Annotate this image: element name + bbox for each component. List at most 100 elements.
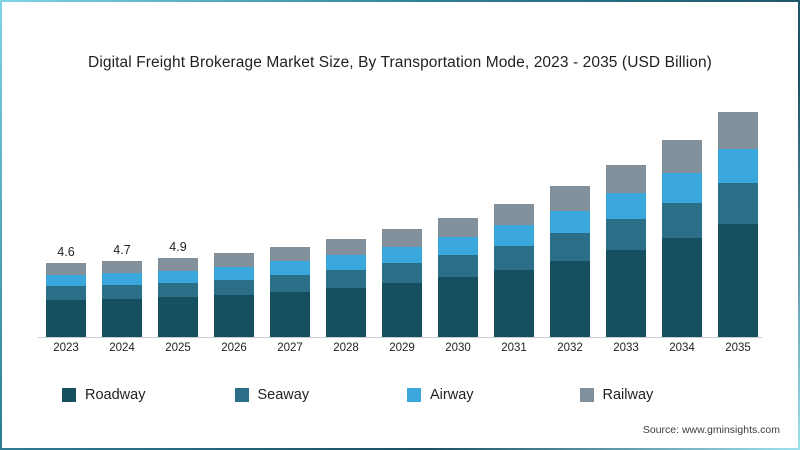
bar-segment[interactable] — [214, 252, 254, 267]
legend-item-roadway[interactable]: Roadway — [62, 387, 235, 403]
bar-segment[interactable] — [718, 149, 758, 184]
x-axis-tick: 2028 — [333, 342, 359, 354]
bar-stack[interactable] — [438, 218, 478, 337]
x-axis-line — [38, 337, 762, 338]
bar-segment[interactable] — [662, 172, 702, 203]
bar-segment[interactable] — [382, 263, 422, 283]
bar-column[interactable]: 4.7 — [94, 94, 150, 337]
legend-item-railway[interactable]: Railway — [579, 387, 753, 403]
x-axis-tick: 2032 — [557, 342, 583, 354]
bar-segment[interactable] — [662, 238, 702, 337]
legend-label: Airway — [430, 387, 474, 403]
bar-segment[interactable] — [158, 282, 198, 298]
bar-segment[interactable] — [550, 210, 590, 234]
bar-segment[interactable] — [550, 233, 590, 261]
bar-segment[interactable] — [158, 270, 198, 283]
bar-segment[interactable] — [158, 257, 198, 271]
x-axis-tick: 2024 — [109, 342, 135, 354]
bar-segment[interactable] — [270, 261, 310, 276]
bar-stack[interactable] — [102, 260, 142, 337]
bar-segment[interactable] — [606, 218, 646, 251]
bar-segment[interactable] — [270, 291, 310, 337]
bar-segment[interactable] — [102, 260, 142, 274]
bar-segment[interactable] — [46, 299, 86, 337]
bar-column[interactable]: 4.6 — [38, 94, 94, 337]
bar-stack[interactable] — [550, 185, 590, 337]
bar-segment[interactable] — [46, 286, 86, 300]
bar-column[interactable] — [318, 94, 374, 337]
bar-segment[interactable] — [102, 284, 142, 299]
x-axis-tick: 2029 — [389, 342, 415, 354]
bar-segment[interactable] — [438, 255, 478, 278]
bar-column[interactable] — [206, 94, 262, 337]
bar-column[interactable] — [542, 94, 598, 337]
bar-segment[interactable] — [326, 269, 366, 288]
bar-column[interactable] — [374, 94, 430, 337]
bar-stack[interactable] — [270, 246, 310, 337]
bar-column[interactable] — [654, 94, 710, 337]
legend-item-seaway[interactable]: Seaway — [234, 387, 408, 403]
x-axis-tick: 2025 — [165, 342, 191, 354]
bar-segment[interactable] — [270, 246, 310, 262]
bar-segment[interactable] — [494, 245, 534, 270]
bar-segment[interactable] — [606, 164, 646, 193]
bar-segment[interactable] — [438, 237, 478, 256]
bar-stack[interactable] — [326, 238, 366, 337]
bar-segment[interactable] — [494, 269, 534, 337]
legend-swatch-icon — [62, 388, 76, 402]
bar-segment[interactable] — [494, 225, 534, 246]
bar-segment[interactable] — [102, 298, 142, 337]
bar-segment[interactable] — [270, 275, 310, 292]
bar-segment[interactable] — [326, 287, 366, 337]
bar-segment[interactable] — [382, 229, 422, 247]
bar-stack[interactable] — [46, 262, 86, 337]
bar-segment[interactable] — [718, 223, 758, 337]
bar-value-label: 4.9 — [169, 239, 187, 254]
legend-item-airway[interactable]: Airway — [407, 387, 580, 403]
bar-segment[interactable] — [606, 250, 646, 337]
bar-column[interactable] — [710, 94, 766, 337]
x-axis-tick: 2026 — [221, 342, 247, 354]
bar-stack[interactable] — [158, 257, 198, 337]
bar-stack[interactable] — [494, 203, 534, 337]
bar-segment[interactable] — [382, 246, 422, 264]
x-axis-tick: 2034 — [669, 342, 695, 354]
bar-segment[interactable] — [214, 279, 254, 295]
page-title: Digital Freight Brokerage Market Size, B… — [88, 54, 712, 71]
bar-segment[interactable] — [718, 183, 758, 224]
x-axis-tick: 2023 — [53, 342, 79, 354]
bar-segment[interactable] — [382, 282, 422, 337]
bar-segment[interactable] — [662, 140, 702, 173]
bar-value-label: 4.7 — [113, 242, 131, 257]
bar-stack[interactable] — [718, 112, 758, 337]
bar-segment[interactable] — [158, 297, 198, 337]
bar-stack[interactable] — [382, 229, 422, 337]
bar-segment[interactable] — [46, 274, 86, 287]
bar-segment[interactable] — [718, 112, 758, 150]
bar-segment[interactable] — [46, 262, 86, 275]
bar-stack[interactable] — [606, 164, 646, 337]
bar-segment[interactable] — [214, 294, 254, 337]
bar-value-label: 4.6 — [57, 244, 75, 259]
bar-segment[interactable] — [438, 277, 478, 337]
bar-segment[interactable] — [494, 203, 534, 226]
bar-segment[interactable] — [326, 254, 366, 270]
legend-swatch-icon — [579, 388, 594, 402]
bar-segment[interactable] — [326, 238, 366, 255]
bar-column[interactable] — [598, 94, 654, 337]
plot-area: 4.6 4.7 4.9 — [38, 94, 766, 337]
bar-column[interactable]: 4.9 — [150, 94, 206, 337]
bar-segment[interactable] — [438, 218, 478, 238]
bar-column[interactable] — [486, 94, 542, 337]
bar-segment[interactable] — [214, 266, 254, 280]
bar-stack[interactable] — [662, 140, 702, 337]
bar-column[interactable] — [262, 94, 318, 337]
bar-segment[interactable] — [662, 202, 702, 239]
x-axis-tick: 2033 — [613, 342, 639, 354]
bar-segment[interactable] — [550, 260, 590, 337]
bar-segment[interactable] — [550, 185, 590, 211]
bar-segment[interactable] — [102, 273, 142, 285]
bar-column[interactable] — [430, 94, 486, 337]
bar-stack[interactable] — [214, 252, 254, 337]
bar-segment[interactable] — [606, 192, 646, 219]
